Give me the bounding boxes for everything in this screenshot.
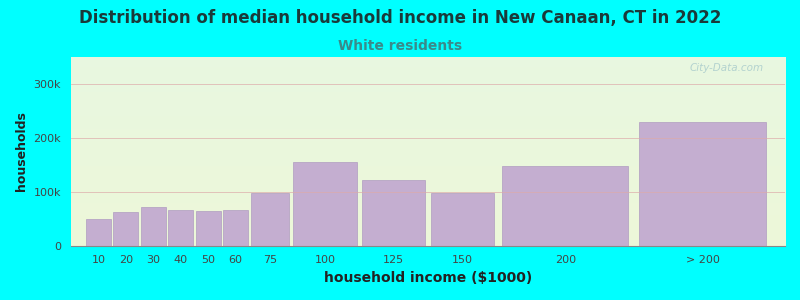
Text: City-Data.com: City-Data.com — [690, 63, 763, 73]
Bar — [168, 210, 194, 246]
X-axis label: household income ($1000): household income ($1000) — [324, 271, 532, 285]
Bar — [195, 211, 221, 246]
Y-axis label: households: households — [15, 111, 28, 191]
Text: Distribution of median household income in New Canaan, CT in 2022: Distribution of median household income … — [79, 9, 721, 27]
Bar — [639, 122, 766, 246]
Bar — [251, 194, 289, 246]
Bar — [502, 167, 629, 246]
Bar — [141, 207, 166, 246]
Bar — [223, 210, 248, 246]
Bar — [362, 180, 426, 246]
Bar — [113, 212, 138, 246]
Bar — [430, 194, 494, 246]
Bar — [86, 219, 111, 246]
Bar — [294, 162, 357, 246]
Text: White residents: White residents — [338, 39, 462, 53]
